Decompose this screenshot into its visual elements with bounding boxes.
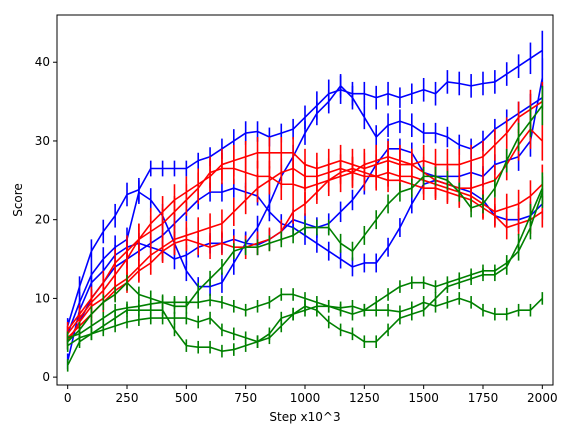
x-tick-label: 500: [175, 391, 198, 405]
x-tick-label: 1750: [468, 391, 499, 405]
x-tick-label: 2000: [527, 391, 558, 405]
y-axis-label: Score: [11, 183, 25, 217]
x-tick-label: 250: [116, 391, 139, 405]
x-tick-label: 750: [234, 391, 257, 405]
y-tick-label: 40: [35, 55, 50, 69]
x-tick-label: 0: [64, 391, 72, 405]
y-tick-label: 20: [35, 213, 50, 227]
x-tick-label: 1000: [290, 391, 321, 405]
x-axis-label: Step x10^3: [269, 410, 340, 424]
x-tick-label: 1500: [408, 391, 439, 405]
y-axis-ticks: 0 10 20 30 40: [35, 55, 57, 384]
y-tick-label: 10: [35, 291, 50, 305]
x-tick-label: 1250: [349, 391, 380, 405]
y-tick-label: 30: [35, 134, 50, 148]
y-tick-label: 0: [42, 370, 50, 384]
series-layer: [66, 30, 544, 372]
series-group: [66, 292, 544, 372]
x-axis-ticks: 0 250 500 750 1000 1250 1500 1750 2000: [64, 385, 558, 405]
